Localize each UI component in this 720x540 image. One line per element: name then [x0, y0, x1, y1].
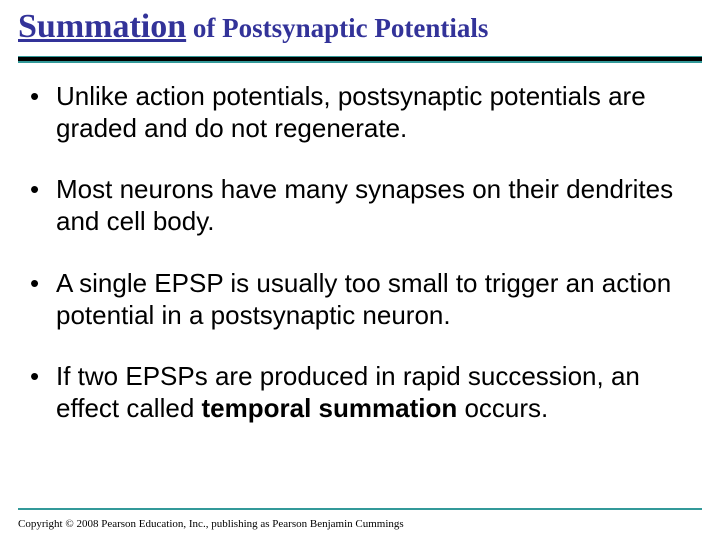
- list-item: A single EPSP is usually too small to tr…: [30, 268, 690, 331]
- slide: Summation of Postsynaptic Potentials Unl…: [0, 0, 720, 540]
- title-rest: of Postsynaptic Potentials: [186, 13, 488, 43]
- copyright-text: Copyright © 2008 Pearson Education, Inc.…: [18, 518, 404, 530]
- bullet-text-bold: temporal summation: [202, 393, 458, 423]
- title-underlined: Summation: [18, 8, 186, 45]
- bullet-text: Most neurons have many synapses on their…: [56, 174, 673, 236]
- bullet-text: Unlike action potentials, postsynaptic p…: [56, 81, 646, 143]
- list-item: Unlike action potentials, postsynaptic p…: [30, 81, 690, 144]
- bullet-text-suffix: occurs.: [457, 393, 548, 423]
- list-item: If two EPSPs are produced in rapid succe…: [30, 361, 690, 424]
- bullet-list: Unlike action potentials, postsynaptic p…: [30, 81, 690, 425]
- divider-bottom: [18, 508, 702, 510]
- divider-top: [18, 56, 702, 63]
- list-item: Most neurons have many synapses on their…: [30, 174, 690, 237]
- slide-title: Summation of Postsynaptic Potentials: [0, 0, 720, 46]
- bullet-text: A single EPSP is usually too small to tr…: [56, 268, 671, 330]
